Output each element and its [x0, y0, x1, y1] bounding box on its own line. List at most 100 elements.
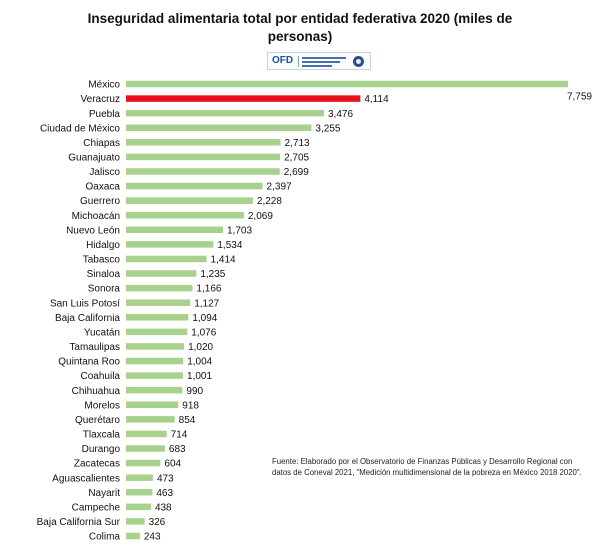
data-label: 2,699: [284, 167, 309, 178]
category-label: San Luis Potosí: [50, 298, 120, 309]
data-label: 3,476: [328, 109, 353, 120]
data-label: 2,228: [257, 196, 282, 207]
data-label: 3,255: [315, 123, 340, 134]
category-label: Tabasco: [83, 255, 121, 266]
data-label: 1,076: [191, 327, 216, 338]
data-label: 1,235: [200, 269, 225, 280]
bar: [126, 255, 207, 263]
logo-fineprint-line: [302, 61, 340, 63]
bar: [126, 241, 214, 248]
category-label: Sonora: [88, 284, 121, 295]
bar: [126, 139, 281, 146]
data-label: 438: [155, 502, 172, 513]
data-label: 326: [149, 517, 166, 528]
category-label: Nuevo León: [66, 225, 120, 236]
data-label: 918: [182, 400, 199, 411]
logo-fineprint-line: [302, 65, 332, 67]
category-label: Oaxaca: [86, 182, 121, 193]
data-label: 683: [169, 444, 186, 455]
category-label: Jalisco: [89, 167, 120, 178]
data-label: 2,397: [267, 182, 292, 193]
logo-divider: [298, 56, 299, 67]
category-label: Coahuila: [81, 371, 121, 382]
bar: [126, 518, 145, 525]
bar: [126, 211, 244, 219]
data-label: 1,094: [192, 313, 217, 324]
bar: [126, 401, 179, 409]
data-label: 1,166: [196, 284, 221, 295]
data-label: 1,020: [188, 342, 213, 353]
bar: [126, 182, 263, 190]
data-label: 2,069: [248, 211, 273, 222]
category-label: Puebla: [89, 109, 121, 120]
bar-highlight: [126, 95, 361, 102]
bar: [126, 430, 167, 438]
data-label: 1,534: [217, 240, 242, 251]
category-label: Campeche: [72, 502, 121, 513]
bar: [126, 168, 280, 175]
bar: [126, 532, 140, 540]
data-label: 714: [171, 430, 188, 441]
seal-icon: [353, 56, 364, 67]
logo-text: OFD: [272, 55, 294, 66]
bar: [126, 474, 153, 481]
bar: [126, 109, 325, 117]
category-label: Baja California: [55, 313, 120, 324]
bar: [126, 445, 165, 452]
bar: [126, 80, 568, 88]
bar: [126, 153, 281, 161]
bar: [126, 503, 151, 511]
data-label: 2,713: [285, 138, 310, 149]
data-label: 990: [186, 386, 203, 397]
bar: [126, 488, 153, 496]
data-label: 2,705: [284, 153, 309, 164]
bar: [126, 299, 191, 306]
category-label: Tamaulipas: [69, 342, 120, 353]
bar: [126, 124, 312, 131]
bar: [126, 416, 175, 423]
chart-title: Inseguridad alimentaria total por entida…: [87, 11, 513, 44]
data-label: 604: [164, 459, 181, 470]
bar: [126, 270, 197, 277]
category-label: Durango: [82, 444, 121, 455]
category-label: México: [88, 80, 120, 91]
data-label: 1,703: [227, 225, 252, 236]
data-label: 243: [144, 532, 161, 543]
category-label: Zacatecas: [74, 459, 120, 470]
bar: [126, 343, 185, 350]
data-label: 7,759: [567, 92, 592, 103]
bar: [126, 197, 253, 204]
bar: [126, 284, 193, 292]
category-label: Veracruz: [81, 94, 120, 105]
category-label: Quintana Roo: [58, 357, 120, 368]
category-label: Tlaxcala: [83, 430, 121, 441]
data-label: 1,414: [211, 255, 236, 266]
bar: [126, 226, 224, 234]
bar: [126, 314, 189, 321]
data-label: 1,004: [187, 357, 212, 368]
source-note: Fuente: Elaborado por el Observatorio de…: [272, 457, 582, 477]
data-label: 463: [156, 488, 173, 499]
ofd-logo: OFD: [267, 52, 371, 70]
category-label: Guanajuato: [68, 153, 120, 164]
bar: [126, 357, 184, 365]
category-label: Nayarit: [88, 488, 120, 499]
category-label: Guerrero: [80, 196, 120, 207]
data-label: 1,127: [194, 298, 219, 309]
bar: [126, 459, 161, 467]
category-label: Colima: [89, 532, 121, 543]
logo-fineprint-line: [302, 57, 346, 59]
category-label: Morelos: [84, 400, 120, 411]
category-label: Aguascalientes: [52, 473, 120, 484]
bar: [126, 372, 184, 379]
data-label: 473: [157, 473, 174, 484]
bar: [126, 328, 188, 336]
data-label: 4,114: [364, 94, 389, 105]
category-label: Yucatán: [84, 327, 120, 338]
category-label: Michoacán: [72, 211, 120, 222]
category-label: Ciudad de México: [40, 123, 120, 134]
category-label: Chihuahua: [72, 386, 121, 397]
category-label: Chiapas: [83, 138, 120, 149]
bar: [126, 386, 183, 394]
